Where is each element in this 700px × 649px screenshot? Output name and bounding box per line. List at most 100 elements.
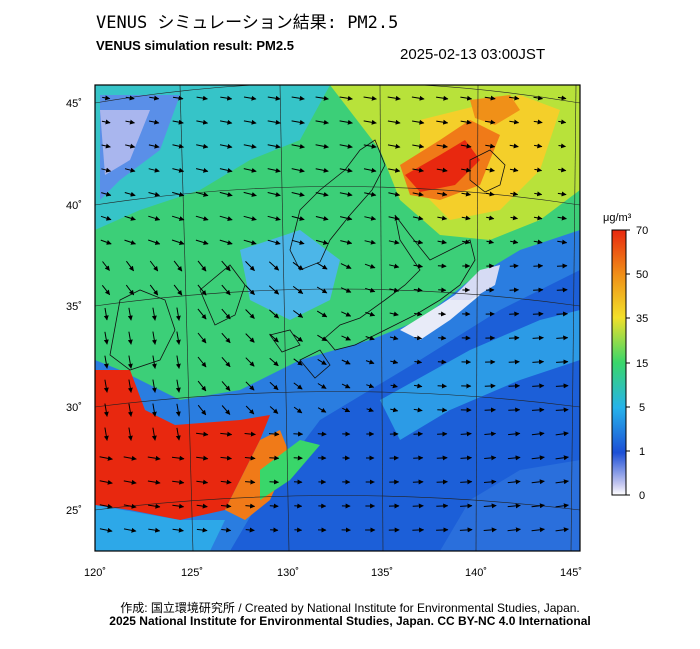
- wind-arrow: [172, 527, 184, 533]
- wind-arrow: [293, 334, 303, 342]
- wind-arrow: [151, 403, 157, 417]
- wind-arrow: [245, 479, 256, 485]
- lon-label-125: 125˚: [181, 567, 203, 579]
- wind-arrow: [556, 335, 569, 341]
- wind-arrow: [101, 167, 112, 173]
- wind-arrow: [315, 143, 329, 149]
- wind-arrow: [485, 191, 495, 197]
- wind-arrow: [175, 403, 181, 417]
- wind-arrow: [292, 261, 304, 271]
- wind-arrow: [412, 167, 424, 173]
- wind-arrow: [436, 479, 448, 485]
- wind-arrow: [101, 143, 111, 149]
- wind-arrow: [99, 527, 113, 533]
- wind-arrow: [148, 167, 160, 173]
- wind-arrow: [245, 261, 255, 271]
- wind-arrow: [413, 239, 424, 245]
- wind-arrow: [101, 284, 111, 296]
- graticule: [95, 85, 580, 551]
- wind-arrow: [436, 167, 448, 173]
- wind-arrow: [197, 380, 207, 392]
- wind-arrow: [196, 527, 208, 533]
- wind-arrow: [555, 455, 569, 461]
- wind-arrow: [151, 379, 157, 393]
- wind-arrow: [558, 167, 567, 173]
- wind-arrow: [387, 95, 401, 101]
- wind-arrow: [219, 191, 233, 197]
- wind-arrow: [175, 331, 181, 345]
- wind-arrow: [461, 191, 471, 197]
- wind-arrow: [221, 527, 232, 533]
- wind-arrow: [508, 431, 521, 437]
- wind-arrow: [99, 503, 113, 509]
- wind-arrow: [363, 119, 377, 125]
- wind-arrow: [291, 143, 305, 149]
- wind-arrow: [269, 381, 279, 391]
- wind-arrow: [269, 406, 279, 414]
- wind-arrow: [461, 239, 471, 245]
- wind-arrow: [196, 479, 209, 485]
- wind-arrow: [509, 167, 519, 173]
- credit-line-1: 作成: 国立環境研究所 / Created by National Instit…: [120, 601, 580, 615]
- wind-arrow: [268, 285, 280, 295]
- wind-arrow: [268, 431, 280, 437]
- wind-arrow: [147, 455, 161, 461]
- lon-label-135: 135˚: [371, 567, 393, 579]
- wind-arrow: [123, 527, 137, 533]
- wind-arrow: [219, 167, 233, 173]
- wind-arrow: [245, 285, 255, 295]
- wind-arrow: [148, 191, 160, 197]
- wind-arrow: [533, 95, 543, 101]
- wind-arrow: [365, 335, 375, 341]
- colorbar-unit: μg/m³: [603, 212, 632, 224]
- wind-arrow: [364, 263, 376, 269]
- wind-arrow: [315, 167, 329, 173]
- wind-arrow: [103, 307, 109, 321]
- wind-arrow: [339, 143, 353, 149]
- wind-arrow: [172, 167, 185, 173]
- wind-arrow: [412, 191, 424, 197]
- wind-arrow: [316, 286, 328, 294]
- wind-arrow: [557, 215, 567, 221]
- lat-label-40: 40˚: [66, 200, 82, 212]
- wind-arrow: [364, 215, 377, 221]
- wind-arrow: [148, 527, 161, 533]
- wind-arrow: [267, 167, 281, 173]
- wind-arrow: [388, 215, 400, 221]
- wind-arrow: [103, 403, 109, 417]
- wind-arrow: [390, 407, 399, 413]
- wind-arrow: [243, 215, 257, 221]
- wind-arrow: [219, 215, 233, 221]
- wind-arrow: [533, 239, 543, 245]
- wind-arrow: [219, 239, 233, 245]
- lon-label-120: 120˚: [84, 567, 106, 579]
- wind-arrow: [363, 167, 377, 173]
- wind-arrow: [103, 355, 109, 369]
- wind-arrow: [557, 239, 568, 245]
- wind-arrow: [148, 143, 160, 149]
- wind-arrow: [484, 95, 496, 101]
- wind-arrow: [195, 239, 209, 245]
- wind-arrow: [555, 383, 569, 389]
- wind-arrow: [486, 215, 495, 221]
- wind-arrow: [317, 358, 327, 366]
- map-frame: [94, 84, 581, 552]
- wind-arrow: [339, 191, 353, 197]
- wind-arrow: [127, 379, 133, 393]
- wind-arrow: [197, 332, 207, 344]
- wind-arrow: [460, 503, 473, 509]
- wind-arrow: [412, 119, 425, 125]
- wind-arrow: [387, 119, 401, 125]
- colorbar-tick-1: 1: [639, 446, 645, 458]
- wind-arrow: [366, 407, 374, 413]
- wind-arrow: [151, 307, 157, 321]
- wind-arrow: [364, 239, 376, 245]
- forecast-timestamp: 2025-02-13 03:00JST: [400, 46, 546, 63]
- wind-arrow: [460, 119, 472, 125]
- wind-arrow: [437, 239, 447, 245]
- wind-arrow: [508, 383, 520, 389]
- wind-arrow: [196, 143, 209, 149]
- wind-arrow: [460, 431, 472, 437]
- wind-arrow: [534, 167, 543, 173]
- wind-arrow: [195, 215, 209, 221]
